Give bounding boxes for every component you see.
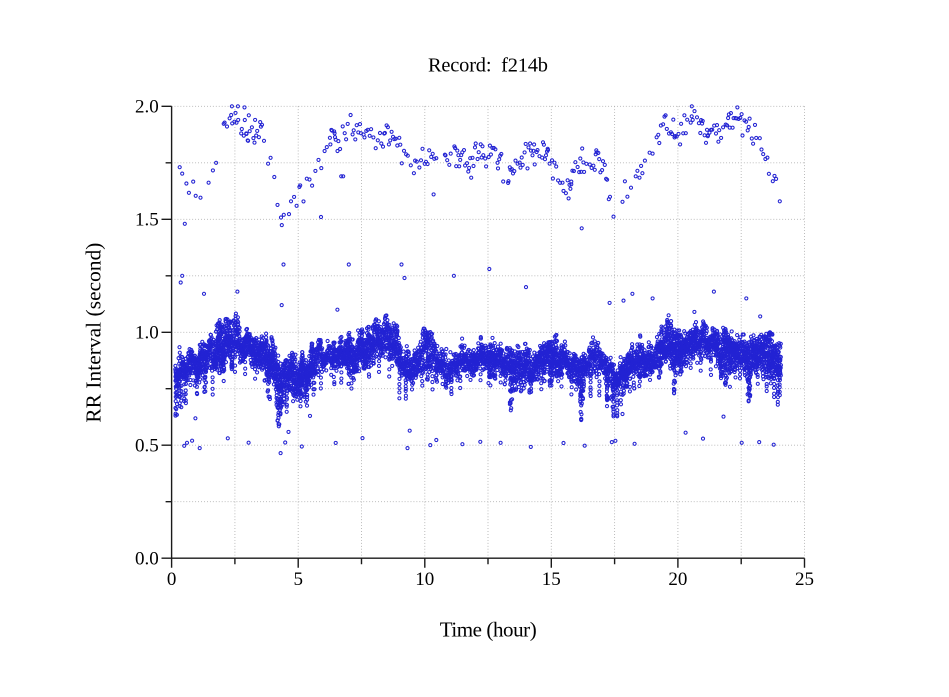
svg-text:15: 15	[542, 569, 561, 590]
svg-text:2.0: 2.0	[135, 97, 159, 118]
svg-text:1.0: 1.0	[135, 323, 159, 344]
svg-text:1.5: 1.5	[135, 210, 159, 231]
svg-text:10: 10	[415, 569, 434, 590]
svg-text:0: 0	[167, 569, 177, 590]
svg-text:0.0: 0.0	[135, 549, 159, 570]
svg-text:Record: f214b: Record: f214b	[428, 55, 548, 77]
svg-text:25: 25	[795, 569, 814, 590]
svg-text:0.5: 0.5	[135, 436, 159, 457]
svg-text:20: 20	[668, 569, 687, 590]
svg-text:5: 5	[293, 569, 303, 590]
svg-text:Time (hour): Time (hour)	[440, 618, 537, 642]
svg-text:RR Interval (second): RR Interval (second)	[82, 243, 106, 423]
